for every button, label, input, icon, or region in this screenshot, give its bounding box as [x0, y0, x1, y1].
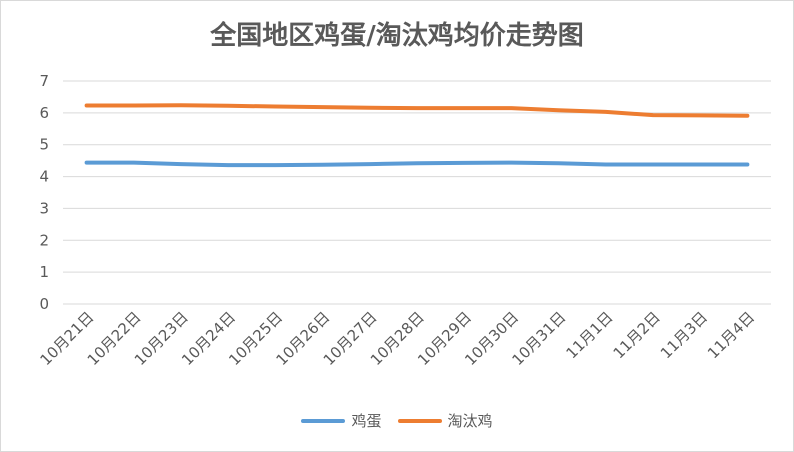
y-tick-label: 0 — [39, 295, 49, 313]
legend-item: 淘汰鸡 — [397, 410, 493, 431]
x-tick-label: 11月2日 — [610, 308, 664, 362]
y-tick-label: 2 — [39, 231, 49, 249]
series-line-1 — [84, 160, 750, 168]
y-tick-label: 1 — [39, 263, 49, 281]
x-tick-label: 11月1日 — [562, 308, 616, 362]
y-tick-label: 7 — [39, 72, 49, 90]
x-tick-label: 11月4日 — [704, 308, 758, 362]
chart-title: 全国地区鸡蛋/淘汰鸡均价走势图 — [210, 21, 584, 51]
series-line-2 — [84, 103, 750, 118]
legend-swatch — [301, 418, 346, 423]
y-tick-label: 3 — [39, 199, 49, 217]
y-tick-label: 5 — [39, 136, 49, 154]
legend-swatch — [397, 418, 442, 423]
legend-label: 鸡蛋 — [351, 412, 382, 430]
y-tick-label: 4 — [39, 168, 49, 186]
y-tick-label: 6 — [39, 104, 49, 122]
legend-label: 淘汰鸡 — [447, 412, 493, 430]
legend: 鸡蛋 淘汰鸡 — [1, 410, 793, 431]
x-tick-label: 11月3日 — [657, 308, 711, 362]
legend-item: 鸡蛋 — [301, 410, 382, 431]
